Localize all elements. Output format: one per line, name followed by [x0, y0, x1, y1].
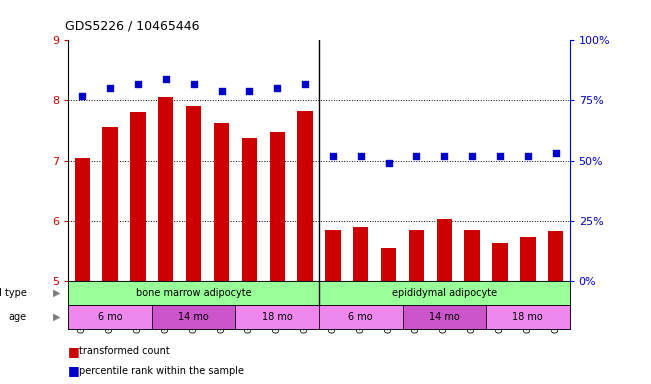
Text: ■: ■: [68, 364, 80, 377]
Bar: [520, 237, 536, 281]
Text: ▶: ▶: [53, 312, 60, 322]
Text: ■: ■: [68, 345, 80, 358]
Bar: [68, 281, 319, 305]
Point: [272, 85, 283, 91]
Text: bone marrow adipocyte: bone marrow adipocyte: [136, 288, 251, 298]
Bar: [486, 305, 570, 329]
Bar: [319, 281, 570, 305]
Text: 14 mo: 14 mo: [178, 312, 209, 322]
Bar: [158, 98, 173, 281]
Text: epididymal adipocyte: epididymal adipocyte: [392, 288, 497, 298]
Text: 18 mo: 18 mo: [262, 312, 292, 322]
Bar: [465, 230, 480, 281]
Text: 6 mo: 6 mo: [348, 312, 373, 322]
Bar: [68, 305, 152, 329]
Bar: [152, 305, 236, 329]
Point: [133, 81, 143, 87]
Bar: [381, 248, 396, 281]
Point: [216, 88, 227, 94]
Point: [383, 160, 394, 166]
Bar: [270, 132, 285, 281]
Bar: [409, 230, 424, 281]
Point: [77, 93, 87, 99]
Bar: [326, 230, 340, 281]
Bar: [186, 106, 201, 281]
Bar: [242, 138, 257, 281]
Text: cell type: cell type: [0, 288, 27, 298]
Bar: [102, 127, 118, 281]
Text: age: age: [8, 312, 27, 322]
Point: [411, 152, 422, 159]
Bar: [402, 305, 486, 329]
Point: [495, 152, 505, 159]
Text: GDS5226 / 10465446: GDS5226 / 10465446: [65, 20, 200, 33]
Point: [327, 152, 338, 159]
Bar: [548, 231, 563, 281]
Point: [300, 81, 311, 87]
Bar: [130, 113, 146, 281]
Text: 18 mo: 18 mo: [512, 312, 543, 322]
Bar: [437, 219, 452, 281]
Point: [439, 152, 449, 159]
Point: [467, 152, 477, 159]
Point: [105, 85, 115, 91]
Point: [523, 152, 533, 159]
Bar: [353, 227, 368, 281]
Bar: [214, 123, 229, 281]
Point: [189, 81, 199, 87]
Bar: [236, 305, 319, 329]
Point: [161, 76, 171, 82]
Bar: [492, 243, 508, 281]
Point: [551, 150, 561, 156]
Text: ▶: ▶: [53, 288, 60, 298]
Text: transformed count: transformed count: [79, 346, 170, 356]
Point: [355, 152, 366, 159]
Bar: [319, 305, 402, 329]
Text: 14 mo: 14 mo: [429, 312, 460, 322]
Bar: [298, 111, 312, 281]
Point: [244, 88, 255, 94]
Bar: [75, 157, 90, 281]
Text: 6 mo: 6 mo: [98, 312, 122, 322]
Text: percentile rank within the sample: percentile rank within the sample: [79, 366, 244, 376]
